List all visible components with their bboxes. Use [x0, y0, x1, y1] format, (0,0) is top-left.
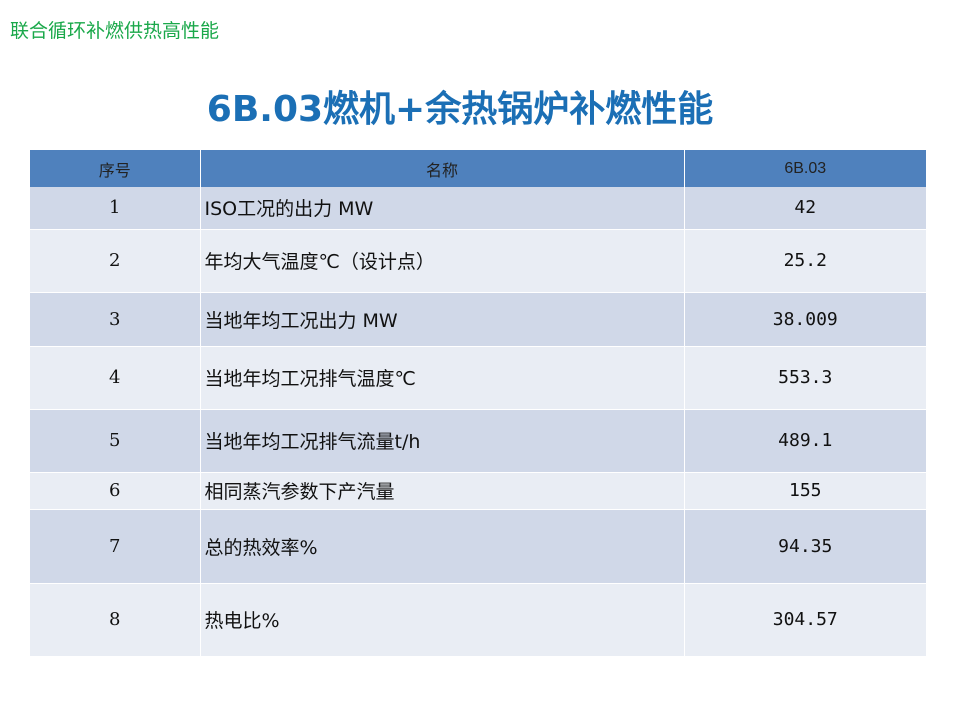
row-index: 8	[30, 583, 201, 656]
column-header-value: 6B.03	[784, 159, 827, 177]
row-value: 304.57	[772, 609, 838, 630]
top-title: 联合循环补燃供热高性能	[10, 20, 220, 42]
table-row: 7 总的热效率% 94.35	[30, 509, 926, 583]
table-row: 3 当地年均工况出力 MW 38.009	[30, 292, 926, 346]
row-value: 42	[794, 197, 817, 219]
table-row: 1 ISO工况的出力 MW 42	[30, 187, 926, 229]
table-row: 8 热电比% 304.57	[30, 583, 926, 656]
row-name: 当地年均工况排气温度℃	[200, 346, 685, 409]
row-index: 6	[30, 472, 201, 509]
performance-table: 序号 名称 6B.03 1 ISO工况的出力 MW 42 2 年均大气温度℃（设…	[30, 150, 926, 657]
row-index: 2	[30, 229, 201, 292]
row-value: 38.009	[772, 308, 838, 330]
row-value: 155	[788, 480, 822, 501]
row-name: 当地年均工况出力 MW	[200, 292, 685, 346]
table-row: 5 当地年均工况排气流量t/h 489.1	[30, 409, 926, 472]
row-name: 热电比%	[200, 583, 685, 656]
row-name: ISO工况的出力 MW	[200, 187, 685, 229]
row-value: 94.35	[778, 535, 833, 557]
row-index: 4	[30, 346, 201, 409]
row-value: 25.2	[783, 250, 827, 271]
slide-title: 6B.03燃机+余热锅炉补燃性能	[206, 89, 714, 130]
table-row: 2 年均大气温度℃（设计点） 25.2	[30, 229, 926, 292]
table-row: 4 当地年均工况排气温度℃ 553.3	[30, 346, 926, 409]
column-header-name: 名称	[200, 150, 685, 187]
row-name: 当地年均工况排气流量t/h	[200, 409, 685, 472]
row-value: 489.1	[778, 430, 833, 451]
table-row: 6 相同蒸汽参数下产汽量 155	[30, 472, 926, 509]
row-index: 5	[30, 409, 201, 472]
row-name: 相同蒸汽参数下产汽量	[200, 472, 685, 509]
row-index: 7	[30, 509, 201, 583]
row-name: 年均大气温度℃（设计点）	[200, 229, 685, 292]
row-index: 3	[30, 292, 201, 346]
column-header-index: 序号	[30, 150, 201, 187]
table-header-row: 序号 名称 6B.03	[30, 150, 926, 187]
row-index: 1	[30, 187, 201, 229]
row-value: 553.3	[778, 367, 833, 388]
row-name: 总的热效率%	[200, 509, 685, 583]
